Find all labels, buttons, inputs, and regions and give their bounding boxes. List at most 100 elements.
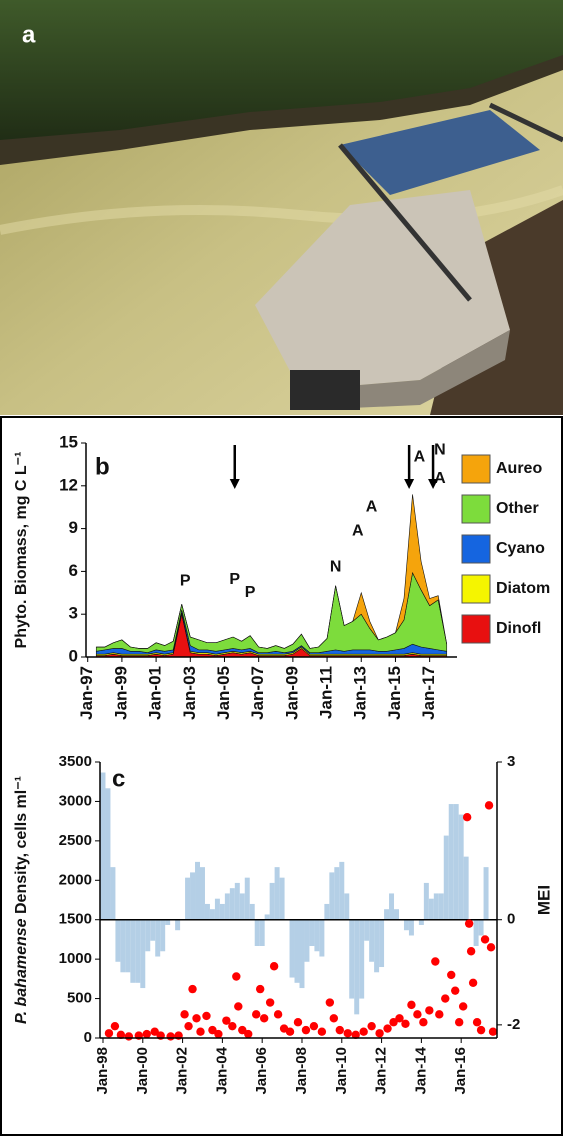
mei-bar xyxy=(125,919,131,973)
x-tick-label: Jan-12 xyxy=(373,1047,390,1095)
mei-bar xyxy=(319,919,325,957)
y-axis-label-text: Density, cells ml⁻¹ xyxy=(13,776,30,918)
y-tick-label: 1000 xyxy=(59,950,92,967)
density-point xyxy=(413,1010,422,1019)
density-point xyxy=(124,1032,134,1041)
y-tick-label: 500 xyxy=(67,990,92,1007)
density-point xyxy=(269,962,279,971)
mei-bar xyxy=(379,919,385,968)
area xyxy=(96,494,448,649)
density-point xyxy=(110,1021,120,1031)
density-point xyxy=(228,1021,237,1031)
mei-bar xyxy=(369,919,375,962)
legend-swatch xyxy=(461,614,491,644)
density-point xyxy=(447,970,456,980)
density-point xyxy=(419,1018,428,1027)
density-point xyxy=(351,1030,360,1040)
mei-bar xyxy=(224,893,230,920)
mei-bar xyxy=(259,919,265,946)
density-point xyxy=(309,1021,319,1031)
density-point xyxy=(389,1018,398,1027)
density-point xyxy=(472,1018,482,1027)
x-tick-label: Jan-05 xyxy=(214,666,233,720)
density-point xyxy=(451,986,460,995)
x-tick-label: Jan-99 xyxy=(111,666,130,720)
mei-bar xyxy=(483,867,489,920)
mei-bar xyxy=(100,772,106,920)
density-point xyxy=(462,813,472,822)
density-point xyxy=(466,947,476,956)
mei-bar xyxy=(314,919,320,952)
mei-bar xyxy=(364,919,370,941)
x-tick-label: Jan-03 xyxy=(180,666,199,720)
photo: a xyxy=(0,0,563,415)
mei-bar xyxy=(443,835,449,920)
density-point xyxy=(464,919,474,928)
density-point xyxy=(192,1014,201,1023)
density-point xyxy=(116,1030,126,1040)
density-point xyxy=(252,1010,261,1019)
density-point xyxy=(104,1029,114,1038)
density-point xyxy=(468,978,478,987)
photo-pole xyxy=(488,102,563,143)
mei-bar xyxy=(199,867,205,920)
annotation: N xyxy=(434,441,446,458)
legend-swatch xyxy=(461,534,491,564)
density-point xyxy=(480,935,490,944)
mei-bar xyxy=(195,861,200,920)
mei-bar xyxy=(418,919,424,925)
y-axis-label: Phyto. Biomass, mg C L⁻¹ xyxy=(13,452,30,649)
legend-label: Other xyxy=(496,500,539,517)
mei-bar xyxy=(354,919,360,1015)
density-point xyxy=(234,1002,243,1011)
mei-bar xyxy=(394,909,399,920)
annotation: A xyxy=(352,523,364,540)
mei-bar xyxy=(150,919,156,941)
density-point xyxy=(301,1025,311,1035)
mei-bar xyxy=(135,919,141,983)
y-axis-label: P. bahamense Density, cells ml⁻¹ xyxy=(13,776,30,1024)
mei-bar xyxy=(473,919,479,946)
y2-axis-label: MEI xyxy=(534,885,553,915)
density-point xyxy=(383,1024,392,1033)
mei-bar xyxy=(309,919,315,946)
x-tick-label: Jan-02 xyxy=(174,1047,191,1095)
y-axis-label-text: Phyto. Biomass, mg C L⁻¹ xyxy=(13,452,30,649)
mei-bar xyxy=(384,909,390,920)
x-tick-label: Jan-07 xyxy=(248,666,267,720)
legend-label: Dinofl xyxy=(496,620,541,637)
mei-bar xyxy=(428,898,434,920)
area xyxy=(95,571,448,654)
mei-bar xyxy=(349,919,355,999)
density-point xyxy=(325,998,335,1007)
x-tick-label: Jan-11 xyxy=(317,666,336,719)
x-tick-label: Jan-10 xyxy=(333,1047,350,1095)
photo-shore xyxy=(0,55,563,165)
density-point xyxy=(188,984,197,994)
mei-bar xyxy=(105,788,111,920)
mei-bar xyxy=(120,919,126,973)
annotation: P xyxy=(180,573,191,590)
density-point xyxy=(317,1027,327,1036)
mei-bar xyxy=(160,919,166,952)
mei-bar xyxy=(190,872,196,920)
y2-tick-label: -2 xyxy=(507,1016,520,1033)
x-tick-label: Jan-14 xyxy=(412,1046,429,1094)
x-tick-label: Jan-15 xyxy=(385,666,404,720)
y-tick-label: 2500 xyxy=(59,832,92,849)
density-point xyxy=(150,1027,159,1036)
mei-bar xyxy=(254,919,260,946)
x-tick-label: Jan-98 xyxy=(94,1047,111,1095)
density-point xyxy=(476,1025,486,1035)
density-point xyxy=(343,1029,352,1038)
panel-label: b xyxy=(95,453,110,480)
y-tick-label: 9 xyxy=(69,518,78,537)
mei-bar xyxy=(289,919,295,978)
photo-swirl xyxy=(0,185,563,235)
legend-label: Aureo xyxy=(496,460,542,477)
mei-bar xyxy=(448,804,454,920)
density-point xyxy=(265,998,275,1007)
annotation: A xyxy=(414,448,426,465)
mei-bar xyxy=(339,861,345,920)
